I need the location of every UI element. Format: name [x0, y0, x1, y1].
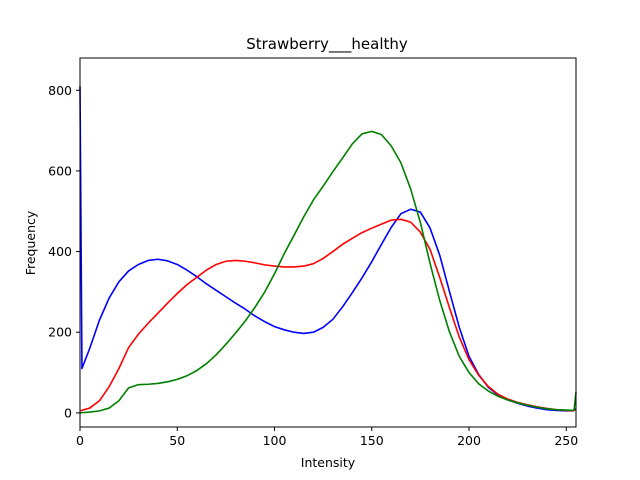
x-tick-label: 50 — [169, 433, 185, 448]
x-axis-label: Intensity — [301, 455, 356, 470]
y-tick-label: 200 — [48, 325, 72, 340]
x-tick-label: 0 — [76, 433, 84, 448]
plot-area — [79, 86, 577, 414]
y-axis-label: Frequency — [23, 210, 38, 275]
y-tick-label: 400 — [48, 244, 72, 259]
axes-frame — [79, 57, 577, 428]
y-tick-label: 800 — [48, 83, 72, 98]
x-axis: 0 50 100 150 200 250 — [76, 427, 578, 448]
x-tick-label: 150 — [360, 433, 384, 448]
y-tick-label: 0 — [64, 405, 72, 420]
series-line-0 — [79, 86, 577, 412]
y-tick-label: 600 — [48, 163, 72, 178]
x-tick-label: 200 — [457, 433, 481, 448]
x-tick-label: 100 — [263, 433, 287, 448]
series-line-2 — [79, 130, 577, 414]
chart-title: Strawberry___healthy — [246, 35, 408, 54]
series-line-1 — [79, 218, 577, 412]
y-axis: 0 200 400 600 800 — [48, 83, 80, 420]
x-tick-label: 250 — [554, 433, 578, 448]
